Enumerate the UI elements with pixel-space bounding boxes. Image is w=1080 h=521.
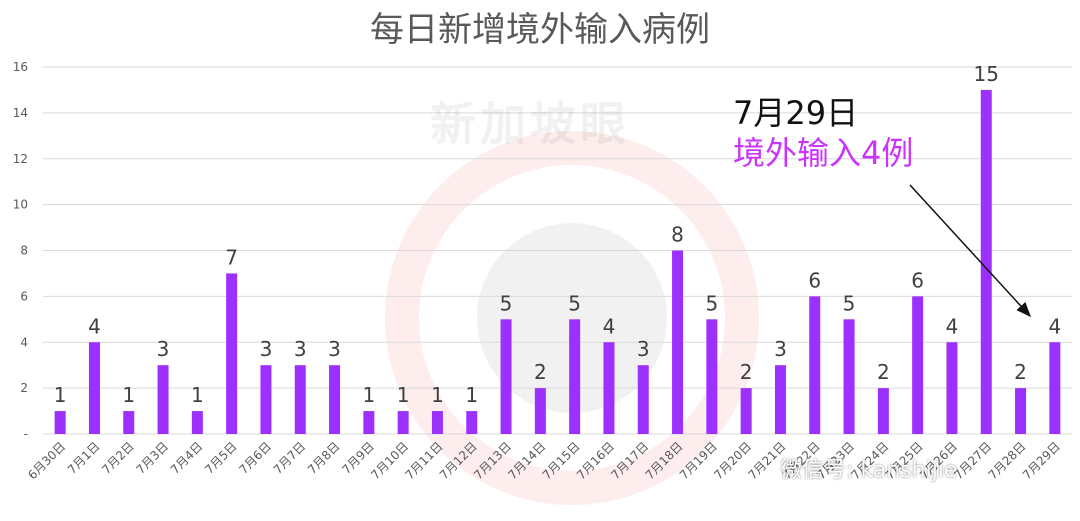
y-tick-label: 2: [20, 381, 28, 395]
y-tick-label: 10: [13, 198, 28, 212]
x-tick-label: 7月3日: [133, 439, 171, 477]
bar: [980, 89, 992, 434]
data-label: 3: [294, 337, 307, 361]
bar: [54, 411, 66, 434]
data-label: 4: [88, 314, 101, 338]
bar: [466, 411, 478, 434]
data-label: 1: [431, 383, 444, 407]
y-tick-label: -: [24, 427, 28, 441]
wechat-credit: 微信号: kanshijie: [780, 458, 958, 483]
data-label: 2: [877, 360, 890, 384]
y-tick-label: 8: [20, 244, 28, 258]
data-label: 1: [122, 383, 135, 407]
bar: [88, 342, 100, 434]
data-label: 3: [774, 337, 787, 361]
data-label: 4: [1048, 314, 1061, 338]
bar-series: [54, 89, 1061, 434]
data-label: 3: [157, 337, 170, 361]
annotation-date: 7月29日: [733, 94, 859, 132]
data-label: 1: [54, 383, 67, 407]
bar: [809, 296, 821, 434]
data-label: 3: [260, 337, 273, 361]
data-label: 8: [671, 223, 684, 247]
bar: [534, 388, 546, 434]
bar: [946, 342, 958, 434]
bar: [329, 365, 341, 434]
annotation: 7月29日 境外输入4例: [733, 93, 913, 173]
data-label: 5: [568, 291, 581, 315]
data-label: 5: [500, 291, 513, 315]
data-label: 2: [534, 360, 547, 384]
watermark-brand: 新加坡眼: [430, 97, 630, 151]
chart-title: 每日新增境外输入病例: [370, 10, 710, 50]
bar: [706, 319, 718, 434]
bar: [500, 319, 512, 434]
bar: [226, 273, 238, 434]
bar: [603, 342, 615, 434]
x-tick-label: 7月4日: [168, 439, 206, 477]
x-tick-label: 7月29日: [1020, 439, 1063, 482]
y-tick-label: 14: [13, 106, 28, 120]
bar: [397, 411, 409, 434]
y-tick-label: 12: [13, 152, 28, 166]
data-label: 3: [637, 337, 650, 361]
data-label: 5: [705, 291, 718, 315]
bar: [569, 319, 581, 434]
data-label: 2: [740, 360, 753, 384]
y-tick-label: 6: [20, 289, 28, 303]
data-label: 7: [225, 245, 238, 269]
bar: [431, 411, 443, 434]
x-tick-label: 7月6日: [236, 439, 274, 477]
data-label: 6: [808, 268, 821, 292]
data-label: 1: [191, 383, 204, 407]
data-label: 15: [974, 62, 999, 86]
x-tick-label: 7月7日: [271, 439, 309, 477]
bar: [1015, 388, 1027, 434]
y-gridlines: [43, 66, 1072, 435]
x-tick-label: 7月5日: [202, 439, 240, 477]
y-tick-label: 16: [13, 60, 28, 74]
x-tick-label: 6月30日: [25, 439, 68, 482]
data-label: 1: [397, 383, 410, 407]
y-axis: - 2 4 6 8 10 12 14 16: [13, 60, 28, 441]
data-label: 5: [843, 291, 856, 315]
bar: [123, 411, 135, 434]
bar: [363, 411, 375, 434]
x-tick-label: 7月2日: [99, 439, 137, 477]
bar: [672, 250, 684, 434]
bar: [877, 388, 889, 434]
x-tick-label: 7月8日: [305, 439, 343, 477]
annotation-text: 境外输入4例: [733, 134, 914, 172]
data-label: 3: [328, 337, 341, 361]
bar: [912, 296, 924, 434]
bar: [774, 365, 786, 434]
data-label: 1: [362, 383, 375, 407]
bar: [637, 365, 649, 434]
data-label: 2: [1014, 360, 1027, 384]
data-label: 4: [603, 314, 616, 338]
bar: [294, 365, 306, 434]
watermark-logo: [385, 131, 759, 505]
bar: [740, 388, 752, 434]
bar: [843, 319, 855, 434]
y-tick-label: 4: [20, 335, 28, 349]
bar: [191, 411, 203, 434]
data-label: 1: [465, 383, 478, 407]
data-label: 4: [946, 314, 959, 338]
bar: [260, 365, 272, 434]
data-label: 6: [911, 268, 924, 292]
annotation-arrow: [909, 184, 1032, 318]
x-tick-label: 7月1日: [65, 439, 103, 477]
bar: [1049, 342, 1061, 434]
bar: [157, 365, 169, 434]
